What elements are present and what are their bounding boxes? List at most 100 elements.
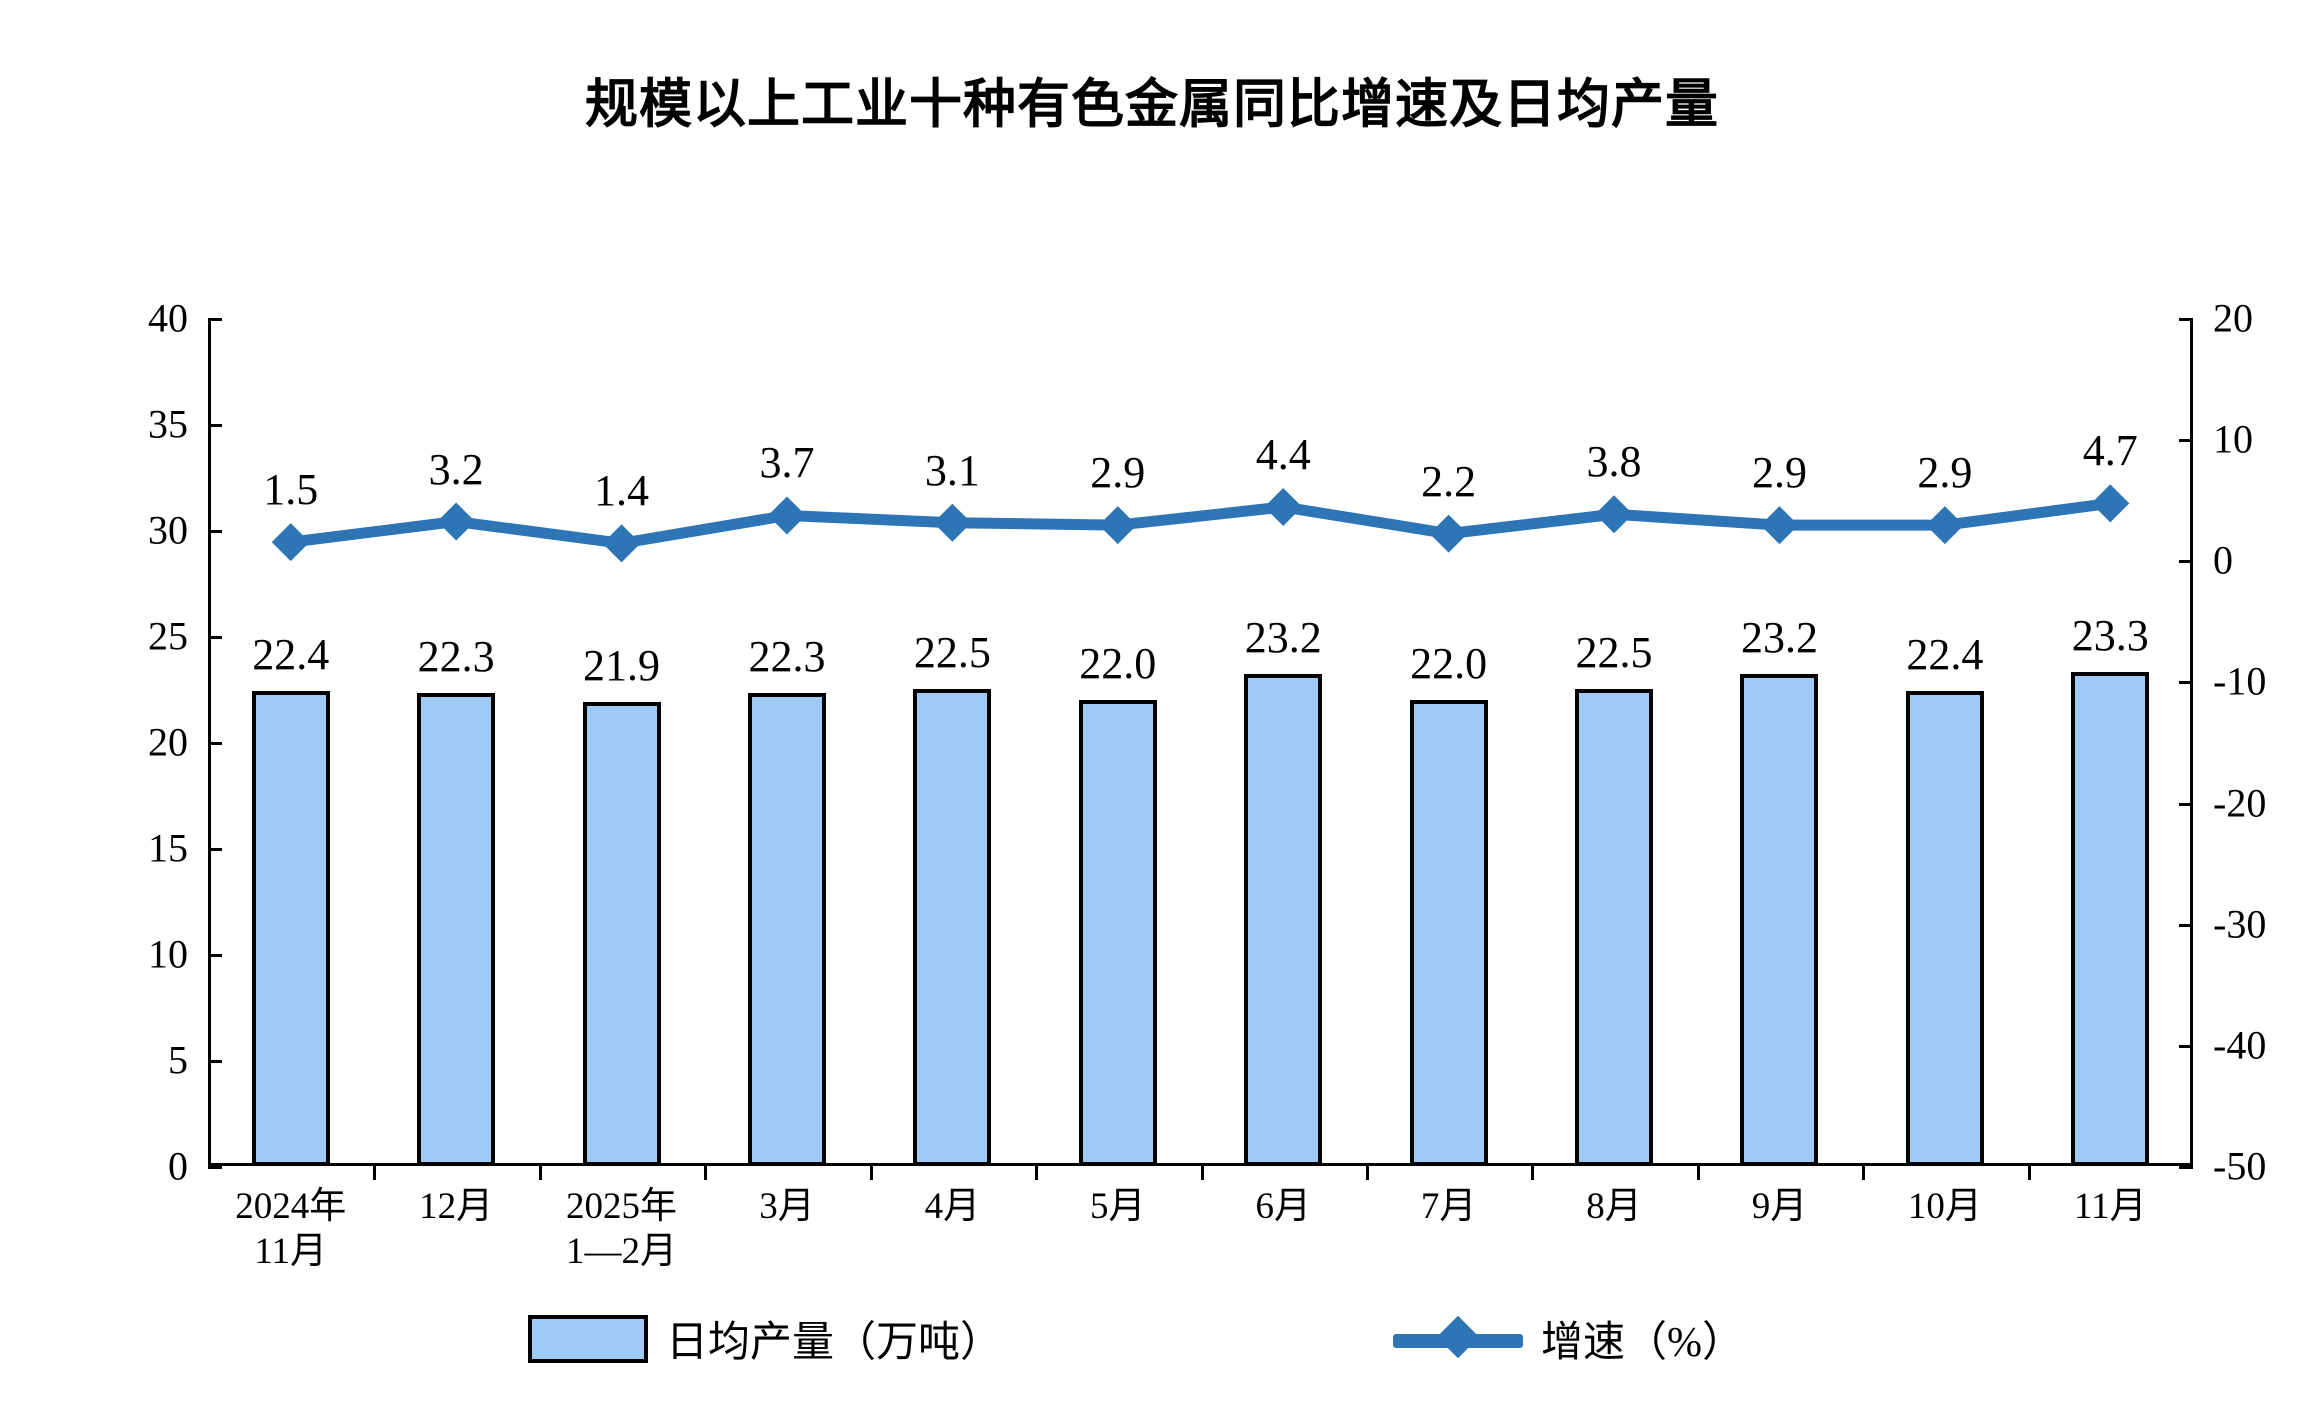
bar-value-label: 22.4: [1906, 630, 1984, 680]
y-tick-left: [208, 636, 222, 639]
x-tick: [2027, 1166, 2031, 1180]
line-value-label: 3.8: [1586, 437, 1642, 487]
x-category-line1: 2025年: [566, 1186, 678, 1227]
line-marker-diamond: [1925, 506, 1964, 545]
line-marker-diamond: [933, 503, 972, 542]
line-marker-diamond: [437, 502, 476, 541]
y-tick-left: [208, 318, 222, 321]
x-category-line1: 4月: [924, 1186, 981, 1227]
x-tick: [1531, 1166, 1535, 1180]
bar: [1740, 674, 1819, 1166]
x-category-line1: 10月: [1907, 1186, 1982, 1227]
legend-item-daily-output[interactable]: 日均产量（万吨）: [528, 1308, 1002, 1369]
y-tick-right: [2179, 681, 2193, 685]
line-value-label: 4.7: [2082, 426, 2138, 476]
x-category-line1: 8月: [1586, 1186, 1642, 1227]
line-value-label: 1.4: [594, 466, 650, 516]
y-tick-label-right: -10: [2213, 658, 2267, 704]
line-value-label: 2.9: [1751, 448, 1807, 498]
y-tick-label-right: 0: [2213, 537, 2233, 583]
bar: [251, 691, 330, 1166]
bar-value-label: 23.2: [1244, 613, 1322, 663]
bar: [1575, 689, 1654, 1166]
line-diamond-icon: [1393, 1315, 1523, 1358]
x-category-label: 2025年 1—2月: [566, 1184, 677, 1274]
x-category-label: 8月: [1586, 1184, 1642, 1229]
x-tick: [538, 1166, 542, 1180]
x-category-line1: 3月: [759, 1186, 815, 1227]
bar-value-label: 22.5: [1575, 628, 1653, 677]
chart-title: 规模以上工业十种有色金属同比增速及日均产量: [585, 75, 1719, 134]
line-value-label: 2.9: [1090, 448, 1146, 498]
bar: [1409, 699, 1488, 1166]
y-tick-label-left: 30: [148, 507, 188, 553]
x-tick: [869, 1166, 873, 1180]
x-category-label: 2024年 11月: [235, 1184, 346, 1274]
y-tick-left: [208, 530, 222, 533]
x-category-line1: 2024年: [235, 1186, 347, 1227]
y-tick-right: [2179, 802, 2193, 806]
x-category-label: 12月: [419, 1184, 493, 1229]
x-category-line1: 6月: [1255, 1186, 1311, 1227]
legend-label-daily-output: 日均产量（万吨）: [666, 1320, 1003, 1366]
x-category-label: 7月: [1421, 1184, 1477, 1229]
y-tick-label-right: 10: [2213, 416, 2253, 462]
x-tick: [1365, 1166, 1369, 1180]
y-tick-left: [208, 1166, 222, 1169]
line-value-label: 3.2: [428, 444, 484, 494]
plot-area: 0 5 10 15 20 25 30 35 40 -50 -40 -30 -20 -10 0 10 20 1.…: [148, 296, 2266, 1189]
y-tick-label-left: 40: [148, 295, 188, 341]
x-category-label: 9月: [1752, 1184, 1808, 1229]
line-marker-diamond: [2091, 484, 2130, 523]
bar: [913, 689, 992, 1166]
x-category-line1: 11月: [2073, 1186, 2147, 1227]
y-tick-label-right: -30: [2213, 901, 2267, 947]
x-category-line1: 5月: [1090, 1186, 1146, 1227]
y-tick-right: [2179, 1166, 2193, 1169]
bar: [2071, 672, 2150, 1166]
bar-value-label: 22.4: [252, 630, 330, 680]
x-category-line1: 7月: [1420, 1186, 1477, 1227]
y-tick-label-left: 10: [148, 931, 188, 977]
legend-label-growth-rate: 增速（%）: [1541, 1320, 1744, 1366]
x-category-line1: 12月: [419, 1186, 494, 1227]
bar-value-label: 22.3: [748, 632, 826, 682]
line-value-label: 2.2: [1421, 456, 1477, 506]
bar: [1078, 699, 1157, 1166]
bar-value-label: 21.9: [583, 640, 661, 690]
line-series: [271, 484, 2130, 563]
y-tick-left: [208, 954, 222, 957]
line-marker-diamond: [1264, 487, 1303, 526]
bar-value-label: 23.3: [2071, 611, 2149, 661]
x-category-label: 5月: [1090, 1184, 1146, 1229]
line-marker-diamond: [767, 496, 806, 535]
y-tick-label-right: -50: [2213, 1143, 2267, 1189]
bar-value-label: 22.3: [417, 632, 495, 682]
line-marker-diamond: [271, 523, 310, 562]
bar: [417, 693, 496, 1166]
bar-value-label: 22.5: [913, 628, 991, 677]
y-tick-right: [2179, 318, 2193, 321]
y-tick-label-left: 5: [168, 1037, 188, 1083]
chart-legend: 日均产量（万吨） 增速（%）: [0, 1300, 2304, 1380]
x-category-line1: 9月: [1751, 1186, 1808, 1227]
x-tick: [373, 1166, 377, 1180]
line-value-label: 3.1: [924, 445, 980, 495]
y-tick-right: [2179, 923, 2193, 927]
bar: [1905, 691, 1984, 1166]
bar: [747, 693, 826, 1166]
line-marker-diamond: [602, 524, 641, 563]
x-tick: [704, 1166, 708, 1180]
y-tick-left: [208, 1060, 222, 1063]
bar: [582, 701, 661, 1166]
x-category-label: 11月: [2074, 1184, 2147, 1229]
x-tick: [1200, 1166, 1204, 1180]
y-tick-label-right: -40: [2213, 1022, 2267, 1068]
y-tick-label-left: 25: [148, 613, 188, 659]
x-tick: [1696, 1166, 1700, 1180]
x-category-label: 3月: [759, 1184, 815, 1229]
x-category-line2: 11月: [254, 1231, 328, 1273]
y-tick-label-left: 35: [148, 401, 188, 447]
legend-item-growth-rate[interactable]: 增速（%）: [1393, 1308, 1744, 1369]
bar: [1244, 674, 1323, 1166]
